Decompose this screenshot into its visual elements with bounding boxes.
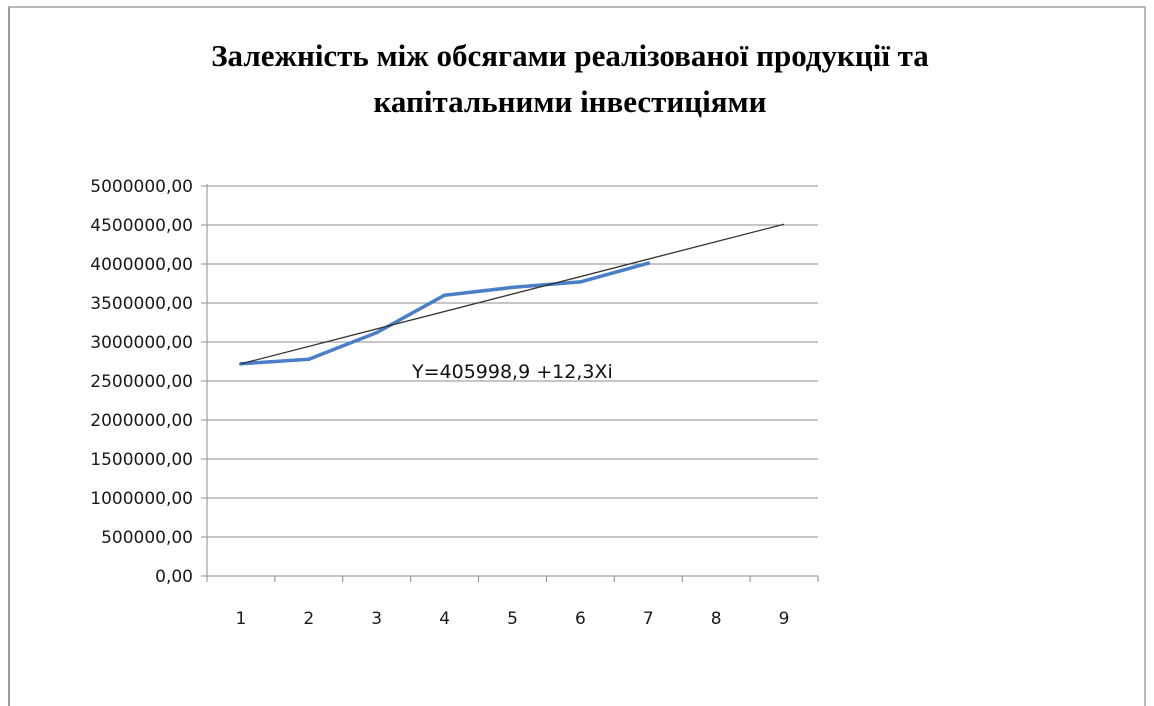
y-tick-label-6: 3000000,00 <box>90 333 193 353</box>
y-tick-label-3: 1500000,00 <box>90 450 193 470</box>
x-tick-label-7: 7 <box>643 609 654 629</box>
x-tick-label-1: 1 <box>236 609 247 629</box>
y-tick-label-0: 0,00 <box>155 567 193 587</box>
y-tick-label-2: 1000000,00 <box>90 489 193 509</box>
y-tick-label-10: 5000000,00 <box>90 177 193 197</box>
data-point-4 <box>442 293 447 298</box>
x-tick-label-9: 9 <box>779 609 790 629</box>
line-chart: 0,00 500000,00 1000000,00 1500000,00 2000000… <box>90 177 819 629</box>
data-point-6 <box>578 280 583 284</box>
data-point-2 <box>307 357 311 361</box>
y-tick-label-4: 2000000,00 <box>90 411 193 431</box>
x-axis-tick-labels: 1 2 3 4 5 6 7 8 9 <box>236 609 790 629</box>
chart-title-line-2: капітальними інвестиціями <box>373 84 767 119</box>
chart-frame <box>8 6 1146 706</box>
y-tick-label-9: 4500000,00 <box>90 216 193 236</box>
axes <box>201 184 819 582</box>
x-tick-label-3: 3 <box>371 609 382 629</box>
trendline <box>240 223 785 365</box>
y-tick-label-1: 500000,00 <box>101 528 193 548</box>
data-point-5 <box>510 285 515 290</box>
y-tick-label-7: 3500000,00 <box>90 294 193 314</box>
y-tick-label-5: 2500000,00 <box>90 372 193 392</box>
x-tick-label-8: 8 <box>711 609 722 629</box>
x-tick-label-4: 4 <box>439 609 450 629</box>
y-axis-tick-labels: 0,00 500000,00 1000000,00 1500000,00 2000000… <box>90 177 193 587</box>
data-point-7 <box>646 261 651 266</box>
y-tick-label-8: 4000000,00 <box>90 255 193 275</box>
chart-title-line-1: Залежність між обсягами реалізованої про… <box>211 38 929 73</box>
series-group <box>239 223 785 366</box>
x-tick-label-5: 5 <box>507 609 518 629</box>
x-tick-label-2: 2 <box>303 609 314 629</box>
x-tick-label-6: 6 <box>575 609 586 629</box>
data-point-3 <box>374 330 379 335</box>
regression-equation-label: Y=405998,9 +12,3Xi <box>411 361 613 383</box>
gridlines <box>207 185 818 538</box>
